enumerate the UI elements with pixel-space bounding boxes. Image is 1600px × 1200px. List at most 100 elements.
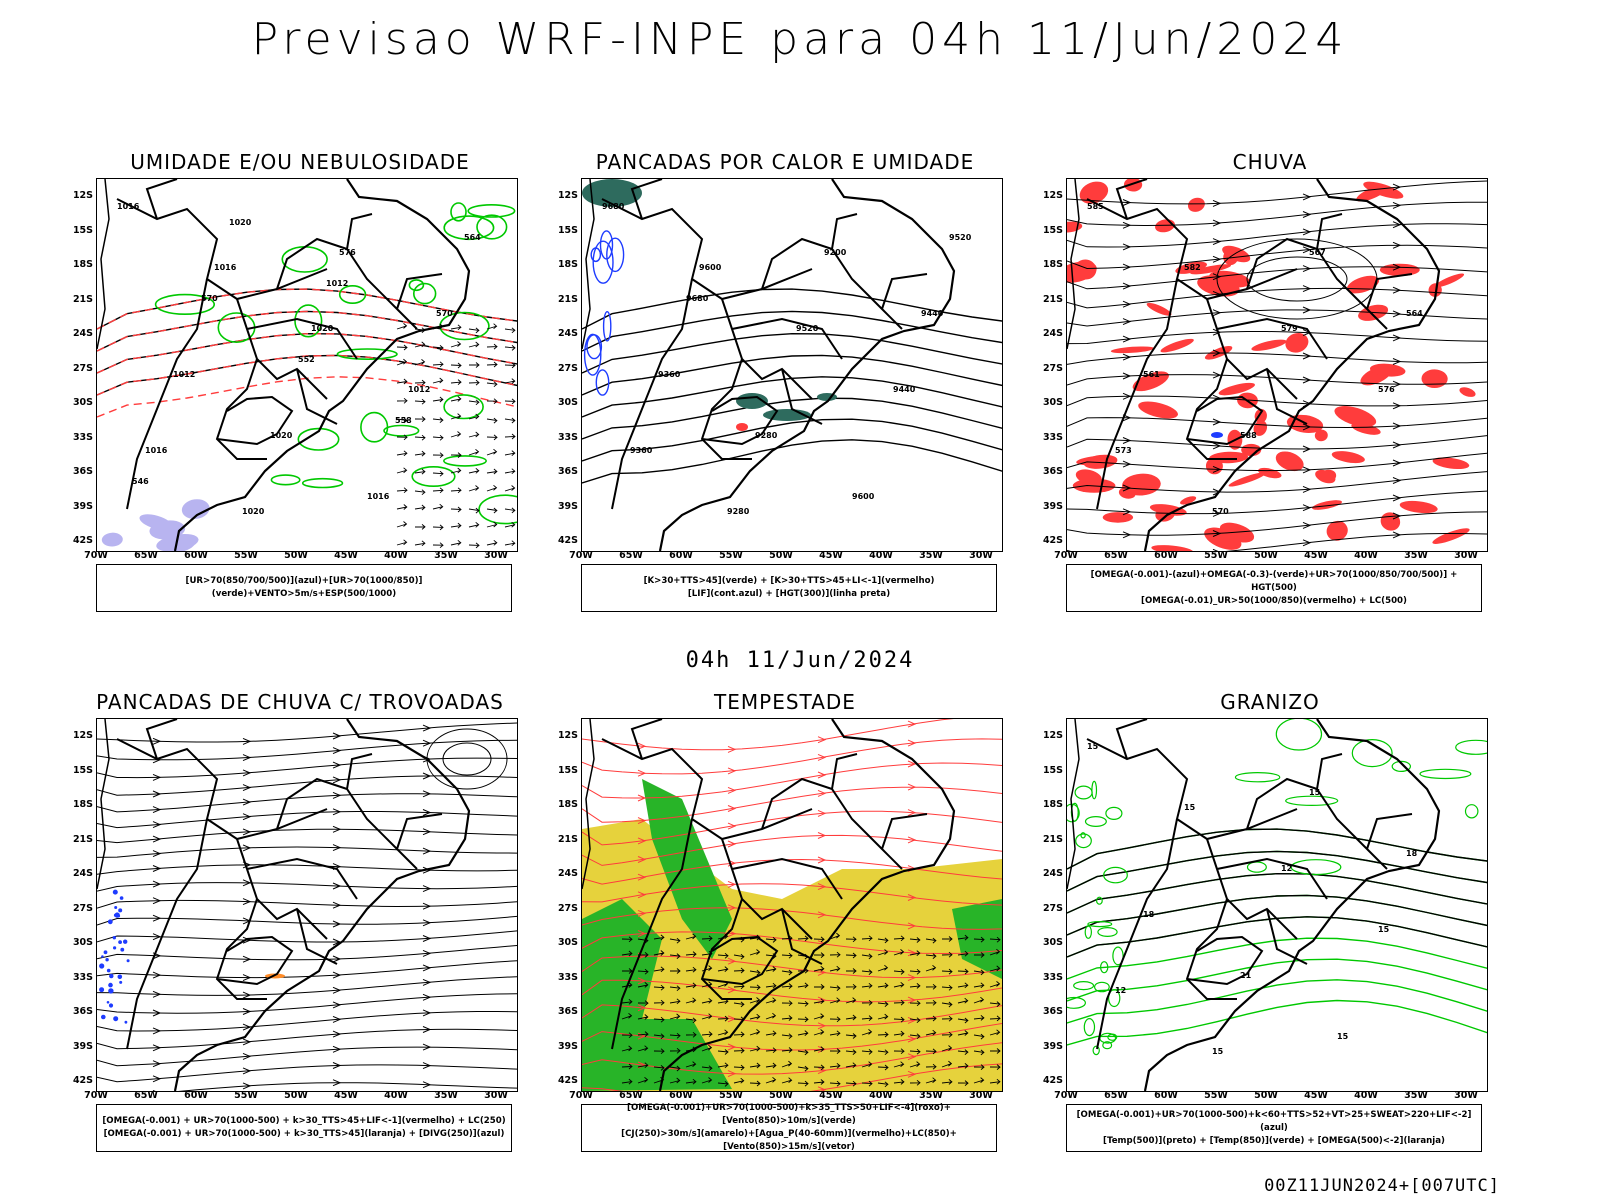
humidity-contour (281, 246, 328, 273)
map-frame[interactable]: 9680 9600 9520 9440 9360 9280 9200 9440 9360 9280… (581, 178, 1003, 552)
streamline-arrow (727, 745, 737, 753)
streamline-arrow (637, 837, 647, 845)
wind-vector (829, 932, 841, 940)
wind-vector (893, 1048, 905, 1055)
wind-vector (813, 1013, 825, 1020)
wind-vector (504, 468, 516, 475)
streamline-arrow (1392, 402, 1402, 410)
wind-vector (504, 521, 516, 528)
map-frame[interactable]: 585 582 579 576 573 570 567 564 561 588 (1066, 178, 1488, 552)
wind-vector (486, 468, 498, 475)
wind-vector (765, 1076, 777, 1084)
legend-line: [OMEGA(-0.001)+UR>70(1000-500)+k>35_TTS>… (627, 1103, 951, 1126)
lat-tick-label: 39S (1042, 500, 1063, 512)
lat-tick-label: 24S (1042, 328, 1063, 339)
wind-vector (877, 964, 889, 972)
streamline (582, 883, 1002, 906)
wind-vector (877, 982, 889, 989)
wind-vector (797, 1000, 809, 1007)
temp-contour (1105, 806, 1123, 821)
contour-line (1067, 958, 1487, 1002)
country-border (116, 738, 328, 841)
streamline (97, 722, 517, 743)
wind-vector (813, 936, 825, 943)
streamline-arrow (1302, 445, 1312, 453)
streamline (582, 907, 1002, 930)
streamline-arrow (817, 753, 827, 761)
rain-fill (1138, 401, 1178, 419)
streamline-arrow (907, 1016, 917, 1024)
wind-vector (637, 1045, 649, 1052)
humidity-contour (411, 465, 456, 487)
wind-vector (813, 952, 825, 958)
streamline-arrow (1212, 548, 1219, 551)
map-frame[interactable] (581, 718, 1003, 1092)
panel-granizo: GRANIZO 15 15 12 15 12 15 15 18 18 21 15 [OMEGA(-0… (1030, 690, 1510, 1172)
streamline-arrow (152, 773, 162, 781)
wind-vector (621, 1078, 633, 1085)
wind-vector (653, 1048, 665, 1055)
streamline-arrow (1302, 376, 1312, 384)
streamline-arrow (1392, 459, 1402, 467)
streamline-arrow (242, 1008, 252, 1015)
streamline-arrow (1302, 211, 1312, 218)
wind-vector (469, 362, 480, 368)
wind-vector (396, 539, 408, 546)
humidity-fill (101, 532, 123, 547)
lon-tick-label: 60W (669, 550, 693, 561)
wind-vector (973, 1015, 985, 1021)
wind-vector (685, 1017, 697, 1024)
map-frame[interactable]: 1016 1016 1020 1012 1016 1020 576 570 1012 1020 10… (96, 178, 518, 552)
wind-vector (893, 1030, 905, 1037)
wind-vector (861, 1049, 873, 1055)
rain-fill (1151, 545, 1194, 551)
streamline-arrow (1302, 246, 1312, 254)
lat-tick-label: 33S (557, 431, 578, 443)
map-frame[interactable]: 15 15 12 15 12 15 15 18 18 21 15 (1066, 718, 1488, 1092)
streamline-arrow (1122, 318, 1132, 326)
country-border (1206, 298, 1298, 400)
wind-vector (829, 985, 841, 991)
wind-vector (450, 467, 462, 474)
streamline-arrow (727, 986, 737, 994)
map-svg: 1016 1016 1020 1012 1016 1020 576 570 1012 1020 10… (97, 179, 517, 551)
wind-vector (414, 434, 426, 441)
coastline (658, 179, 956, 551)
contour-label: 18 (1406, 849, 1418, 858)
streamline-arrow (817, 1067, 827, 1075)
humidity-fill (149, 520, 186, 540)
wind-vector (973, 936, 985, 943)
streamline-arrow (637, 769, 647, 777)
streamline (1246, 256, 1348, 302)
lon-tick-label: 45W (334, 550, 358, 561)
lat-tick-label: 30S (557, 937, 578, 948)
lon-tick-label: 55W (1204, 550, 1228, 561)
wind-vector (749, 997, 761, 1004)
storm-fill (736, 423, 748, 431)
humidity-contour (442, 455, 487, 467)
wind-vector (765, 1047, 777, 1054)
wind-vector (813, 1046, 825, 1052)
streamline-arrow (907, 836, 917, 844)
lat-tick-label: 36S (557, 466, 578, 477)
wind-vector (749, 1013, 761, 1020)
temp-contour (1107, 1033, 1118, 1041)
lat-tick-label: 24S (1042, 868, 1063, 879)
streamline-arrow (422, 919, 432, 927)
wind-vector (893, 1016, 905, 1023)
streamline-arrow (1212, 309, 1222, 317)
streamline-arrow (242, 1082, 252, 1090)
country-border (246, 317, 358, 360)
streamline-arrow (907, 974, 917, 982)
lat-tick-label: 15S (557, 764, 578, 776)
wind-vector (813, 965, 825, 972)
rain-fill (1351, 422, 1381, 435)
streamline-arrow (637, 891, 647, 899)
streamline-arrow (422, 1081, 432, 1089)
contour-label: 1012 (326, 279, 348, 288)
wind-vector (861, 969, 873, 975)
humidity-contour (478, 494, 517, 525)
humidity-contour (154, 293, 216, 315)
wind-vector (765, 982, 777, 989)
map-frame[interactable] (96, 718, 518, 1092)
